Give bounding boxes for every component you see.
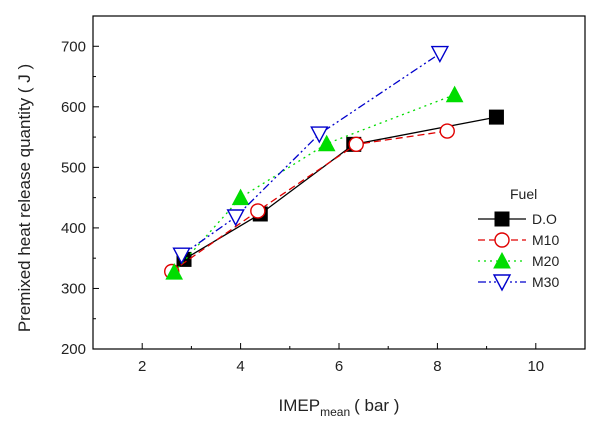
- data-point: [231, 188, 250, 206]
- data-point: [445, 85, 464, 103]
- y-tick-label: 200: [61, 341, 86, 358]
- x-tick-label: 2: [138, 358, 146, 375]
- plot-frame: [92, 15, 586, 350]
- legend-item: D.O: [478, 211, 557, 227]
- data-point: [439, 123, 455, 139]
- legend-label: D.O: [532, 211, 557, 227]
- data-point: [488, 109, 504, 125]
- legend-label: M20: [532, 253, 559, 269]
- x-axis-title: IMEPmean ( bar ): [279, 396, 400, 419]
- y-tick-label: 300: [61, 280, 86, 297]
- y-tick-label: 700: [61, 38, 86, 55]
- data-point: [172, 247, 191, 265]
- legend-item: M20: [478, 251, 559, 269]
- plot-border: [92, 15, 586, 350]
- series-line: [171, 130, 448, 273]
- x-tick-label: 4: [236, 358, 244, 375]
- legend-item: M30: [478, 274, 559, 292]
- data-point: [165, 263, 184, 280]
- y-axis-title: Premixed heat release quantity ( J ): [15, 64, 34, 332]
- series-line: [183, 116, 497, 260]
- y-tick-label: 500: [61, 159, 86, 176]
- x-tick-label: 8: [433, 358, 441, 375]
- x-axis-title-subscript: mean: [320, 405, 350, 419]
- series-m20: [165, 85, 464, 280]
- y-axis-ticks: 200 300 400 500 600 700: [61, 38, 99, 358]
- series-line: [173, 94, 455, 273]
- legend-item: M10: [478, 232, 559, 248]
- x-tick-label: 6: [335, 358, 343, 375]
- data-point: [310, 126, 329, 144]
- data-point: [430, 45, 450, 64]
- legend-marker: [492, 274, 512, 292]
- legend-marker: [493, 251, 511, 269]
- data-point: [226, 209, 245, 227]
- x-axis-ticks: 2 4 6 8 10: [92, 343, 586, 375]
- legend: Fuel D.O M10 M20 M30: [478, 186, 559, 292]
- legend-label: M10: [532, 232, 559, 248]
- series-m10: [164, 123, 455, 280]
- x-axis-title-main: IMEP: [279, 396, 321, 415]
- x-axis-title-unit: ( bar ): [354, 396, 399, 415]
- data-point: [317, 134, 336, 152]
- legend-title: Fuel: [510, 186, 537, 202]
- data-point: [348, 136, 364, 153]
- series-m30: [172, 45, 450, 265]
- y-tick-label: 600: [61, 99, 86, 116]
- data-point: [250, 203, 266, 219]
- legend-marker: [494, 211, 510, 227]
- x-tick-label: 10: [527, 358, 544, 375]
- series-layer: [164, 45, 504, 280]
- legend-label: M30: [532, 274, 559, 290]
- y-tick-label: 400: [61, 220, 86, 237]
- series-line: [181, 52, 441, 256]
- legend-marker: [494, 232, 510, 248]
